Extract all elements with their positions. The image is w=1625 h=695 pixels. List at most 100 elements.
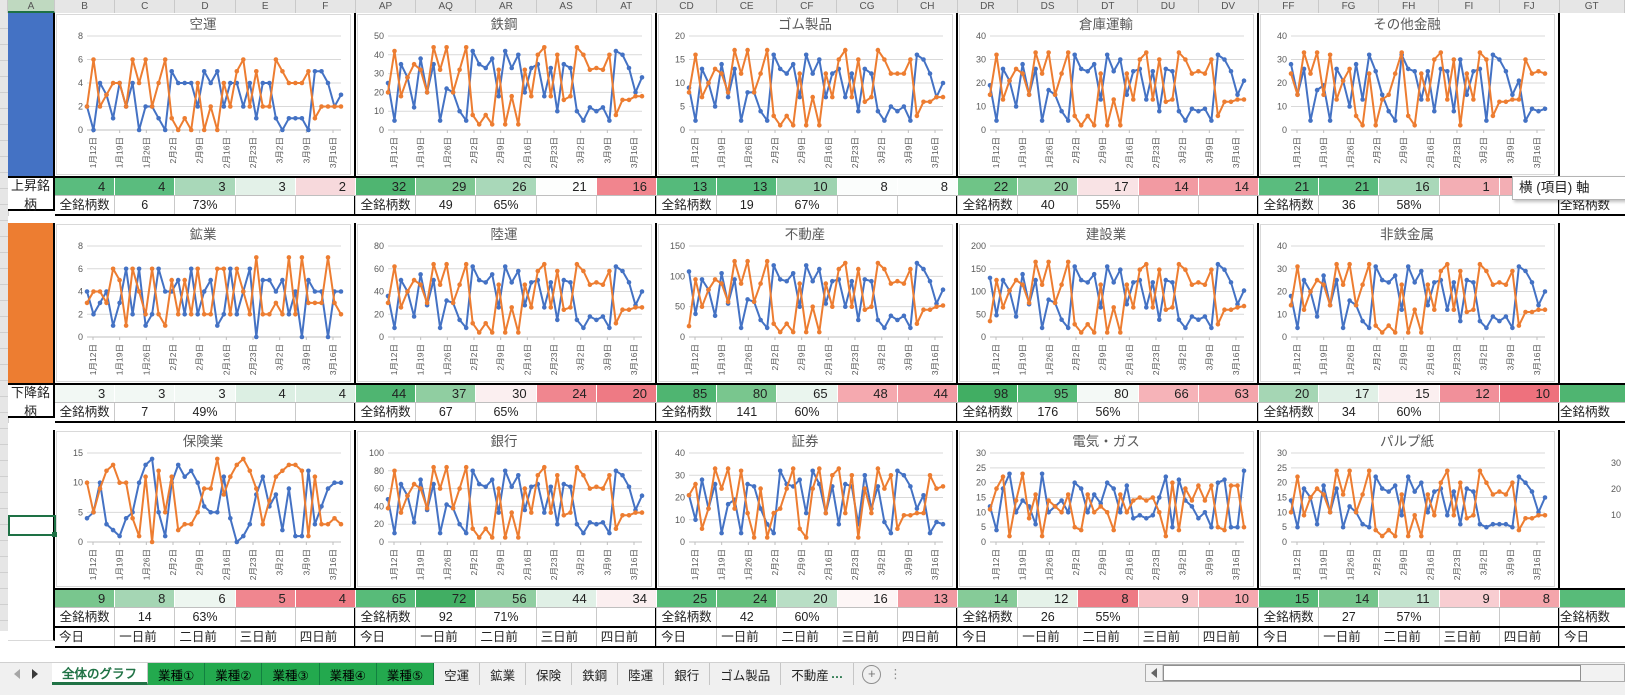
count-cell[interactable]: 10: [777, 178, 838, 195]
sheet-tab-ゴム製品[interactable]: ゴム製品: [710, 663, 782, 685]
stats-pct[interactable]: 55%: [1078, 196, 1139, 214]
count-cell[interactable]: 16: [837, 590, 898, 607]
stats-blank[interactable]: [1440, 196, 1500, 214]
count-cell[interactable]: 14: [1198, 178, 1259, 195]
stats-blank[interactable]: [597, 608, 657, 626]
industry-chart[interactable]: 0 5 10 15 20 25 30 パルプ紙 1月12日 1月19日 1月26日 2月2日 2月9日 2…: [1261, 432, 1553, 586]
count-cell[interactable]: 14: [958, 590, 1019, 607]
chart-frame[interactable]: 0 10 20 30 40 非鉄金属 1月12日 1月19日 1月26日 2月2日 2月9日 2月16…: [1260, 224, 1555, 382]
partial-footer-cell[interactable]: 今日: [1560, 628, 1625, 646]
stats-count[interactable]: 40: [1018, 196, 1079, 214]
column-header[interactable]: DS: [1018, 0, 1079, 13]
sheet-tab-保険[interactable]: 保険: [526, 663, 573, 685]
tab-scroll-left-icon[interactable]: [14, 669, 20, 679]
industry-chart[interactable]: 0 2 4 6 8 鉱業 1月12日 1月19日 1月26日 2月2日 2月9日 2月16日 2月23日…: [57, 225, 349, 381]
count-cell[interactable]: 48: [837, 385, 898, 402]
day-offset-cell[interactable]: 一日前: [115, 628, 176, 646]
day-offset-cell[interactable]: 二日前: [1078, 628, 1139, 646]
day-offset-cell[interactable]: 三日前: [838, 628, 898, 646]
column-header[interactable]: FF: [1259, 0, 1319, 13]
count-cell[interactable]: 65: [356, 590, 417, 607]
count-cell[interactable]: 15: [1259, 590, 1320, 607]
stats-label[interactable]: 全銘柄数: [55, 196, 116, 214]
column-header[interactable]: GT: [1560, 0, 1625, 13]
day-offset-cell[interactable]: 今日: [1259, 628, 1320, 646]
count-cell[interactable]: 12: [1018, 590, 1079, 607]
count-cell[interactable]: 21: [1259, 178, 1320, 195]
stats-blank[interactable]: [1139, 196, 1199, 214]
day-offset-cell[interactable]: 三日前: [1440, 628, 1500, 646]
day-offset-cell[interactable]: 今日: [356, 628, 417, 646]
count-cell[interactable]: 30: [476, 385, 537, 402]
sheet-tab-不動産[interactable]: 不動産…: [781, 663, 855, 685]
day-offset-cell[interactable]: 今日: [958, 628, 1019, 646]
stats-blank[interactable]: [597, 196, 657, 214]
count-cell[interactable]: 3: [235, 178, 296, 195]
industry-chart[interactable]: 0 10 20 30 40 非鉄金属 1月12日 1月19日 1月26日 2月2日 2月9日 2月16…: [1261, 225, 1553, 381]
sheet-tab-全体のグラフ[interactable]: 全体のグラフ: [52, 663, 149, 685]
stats-pct[interactable]: 67%: [777, 196, 838, 214]
stats-blank[interactable]: [838, 403, 898, 421]
column-header[interactable]: CE: [717, 0, 778, 13]
tab-scroll-right-icon[interactable]: [32, 669, 38, 679]
stats-pct[interactable]: 60%: [777, 403, 838, 421]
day-offset-cell[interactable]: 一日前: [1018, 628, 1079, 646]
industry-chart[interactable]: 0 2 4 6 8 空運 1月12日 1月19日 1月26日 2月2日 2月9日 2月16日 2月23日…: [57, 15, 349, 174]
count-cell[interactable]: 65: [777, 385, 838, 402]
count-cell[interactable]: 9: [1439, 590, 1500, 607]
scroll-left-button[interactable]: [1146, 665, 1163, 681]
stats-label[interactable]: 全銘柄数: [1259, 403, 1320, 421]
stats-blank[interactable]: [1440, 403, 1500, 421]
column-header[interactable]: FG: [1319, 0, 1380, 13]
count-cell[interactable]: 3: [175, 178, 236, 195]
count-cell[interactable]: 8: [897, 178, 958, 195]
industry-chart[interactable]: 0 5 10 15 保険業 1月12日 1月19日 1月26日 2月2日 2月9日 2月16日 2月2…: [57, 432, 349, 586]
count-cell[interactable]: 17: [1078, 178, 1139, 195]
count-cell[interactable]: 4: [295, 590, 356, 607]
selected-cell[interactable]: [8, 515, 57, 537]
stats-label[interactable]: 全銘柄数: [958, 403, 1019, 421]
count-cell[interactable]: 14: [1319, 590, 1380, 607]
industry-chart[interactable]: 0 20 40 60 80 陸運 1月12日 1月19日 1月26日 2月2日 2月9日 2月16日 2…: [358, 225, 650, 381]
chart-frame[interactable]: 0 50 100 150 200 建設業 1月12日 1月19日 1月26日 2月2日 2月9日 2月…: [959, 224, 1254, 382]
stats-label[interactable]: 全銘柄数: [356, 196, 417, 214]
stats-blank[interactable]: [236, 608, 296, 626]
stats-pct[interactable]: 49%: [175, 403, 236, 421]
column-header[interactable]: B: [55, 0, 116, 13]
count-cell[interactable]: 16: [1379, 178, 1440, 195]
day-offset-cell[interactable]: 四日前: [1500, 628, 1560, 646]
stats-label[interactable]: 全銘柄数: [356, 608, 417, 626]
stats-blank[interactable]: [1199, 196, 1259, 214]
count-cell[interactable]: 12: [1439, 385, 1500, 402]
count-cell[interactable]: 22: [958, 178, 1019, 195]
stats-count[interactable]: 67: [416, 403, 477, 421]
stats-count[interactable]: 176: [1018, 403, 1079, 421]
day-offset-cell[interactable]: 三日前: [537, 628, 597, 646]
count-cell[interactable]: 8: [837, 178, 898, 195]
count-cell[interactable]: 3: [55, 385, 116, 402]
count-cell[interactable]: 63: [1198, 385, 1259, 402]
stats-blank[interactable]: [838, 608, 898, 626]
count-cell[interactable]: 85: [657, 385, 718, 402]
column-header[interactable]: DT: [1078, 0, 1139, 13]
stats-count[interactable]: 36: [1319, 196, 1380, 214]
chart-frame[interactable]: 0 2 4 6 8 空運 1月12日 1月19日 1月26日 2月2日 2月9日 2月16日 2月23日…: [56, 14, 351, 175]
count-cell[interactable]: 17: [1319, 385, 1380, 402]
stats-blank[interactable]: [1199, 403, 1259, 421]
stats-blank[interactable]: [1139, 403, 1199, 421]
count-cell[interactable]: 80: [1078, 385, 1139, 402]
count-cell[interactable]: 16: [596, 178, 657, 195]
stats-label[interactable]: 全銘柄数: [958, 608, 1019, 626]
stats-count[interactable]: 27: [1319, 608, 1380, 626]
industry-chart[interactable]: 0 10 20 30 40 倉庫運輸 1月12日 1月19日 1月26日 2月2日 2月9日 2月16…: [960, 15, 1252, 174]
chart-frame[interactable]: 0 5 10 15 20 25 30 パルプ紙 1月12日 1月19日 1月26日 2月2日 2月9日 2…: [1260, 431, 1555, 587]
column-header[interactable]: AT: [597, 0, 657, 13]
stats-blank[interactable]: [898, 403, 958, 421]
chart-frame[interactable]: 0 5 10 15 20 ゴム製品 1月12日 1月19日 1月26日 2月2日 2月9日 2月16日…: [658, 14, 953, 175]
sheet-tab-鉄鋼[interactable]: 鉄鋼: [572, 663, 619, 685]
count-cell[interactable]: 13: [897, 590, 958, 607]
stats-blank[interactable]: [1440, 608, 1500, 626]
col-a-blank[interactable]: [8, 430, 55, 588]
col-a-fill-falling[interactable]: [8, 223, 55, 383]
stats-blank[interactable]: [537, 196, 597, 214]
